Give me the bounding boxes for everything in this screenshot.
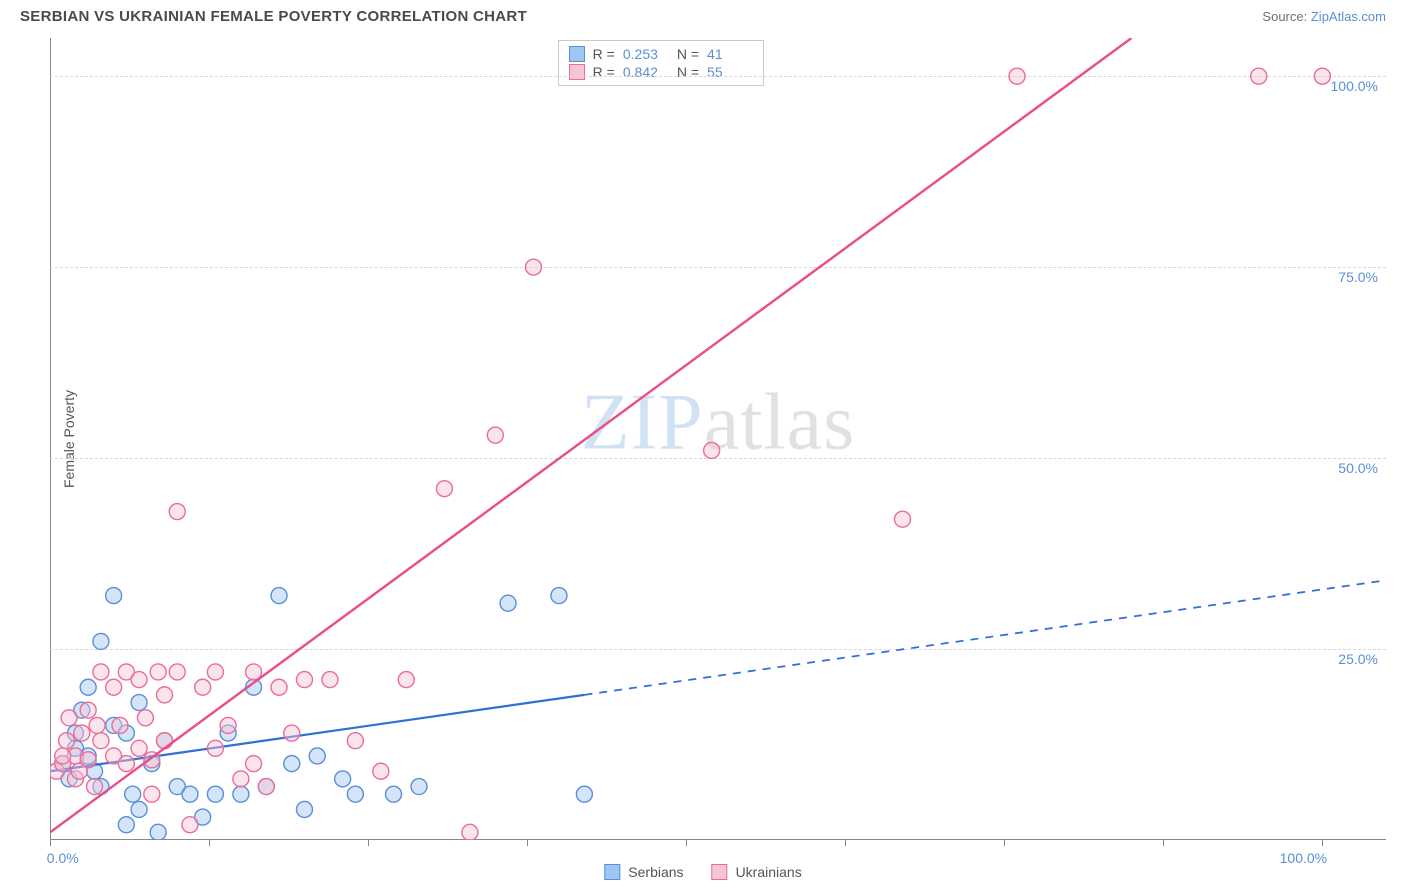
data-point bbox=[131, 740, 147, 756]
data-point bbox=[131, 672, 147, 688]
legend: Serbians Ukrainians bbox=[604, 864, 801, 880]
data-point bbox=[246, 756, 262, 772]
x-tick-mark bbox=[845, 840, 846, 846]
data-point bbox=[894, 511, 910, 527]
data-point bbox=[169, 664, 185, 680]
data-point bbox=[137, 710, 153, 726]
data-point bbox=[59, 733, 75, 749]
trend-line-dashed bbox=[584, 580, 1386, 695]
data-point bbox=[386, 786, 402, 802]
data-point bbox=[125, 786, 141, 802]
data-point bbox=[207, 786, 223, 802]
x-tick-mark bbox=[527, 840, 528, 846]
data-point bbox=[89, 717, 105, 733]
data-point bbox=[93, 664, 109, 680]
data-point bbox=[309, 748, 325, 764]
legend-item: Serbians bbox=[604, 864, 683, 880]
data-point bbox=[131, 801, 147, 817]
source-label: Source: bbox=[1262, 9, 1307, 24]
source-link[interactable]: ZipAtlas.com bbox=[1311, 9, 1386, 24]
data-point bbox=[106, 588, 122, 604]
data-point bbox=[373, 763, 389, 779]
data-point bbox=[150, 664, 166, 680]
data-point bbox=[80, 679, 96, 695]
data-point bbox=[131, 695, 147, 711]
data-point bbox=[195, 679, 211, 695]
data-point bbox=[74, 725, 90, 741]
data-point bbox=[71, 763, 87, 779]
data-point bbox=[271, 588, 287, 604]
plot-region: ZIPatlas R =0.253N =41R =0.842N =55 25.0… bbox=[50, 38, 1386, 840]
legend-label: Serbians bbox=[628, 864, 683, 880]
data-point bbox=[271, 679, 287, 695]
data-point bbox=[118, 756, 134, 772]
data-point bbox=[500, 595, 516, 611]
data-point bbox=[93, 633, 109, 649]
data-point bbox=[347, 733, 363, 749]
data-point bbox=[233, 786, 249, 802]
data-point bbox=[347, 786, 363, 802]
data-point bbox=[207, 664, 223, 680]
data-point bbox=[576, 786, 592, 802]
data-point bbox=[118, 817, 134, 833]
x-tick-label: 0.0% bbox=[47, 850, 79, 866]
legend-swatch bbox=[712, 864, 728, 880]
data-point bbox=[182, 817, 198, 833]
data-point bbox=[487, 427, 503, 443]
data-point bbox=[207, 740, 223, 756]
data-point bbox=[411, 779, 427, 795]
data-point bbox=[182, 786, 198, 802]
header: SERBIAN VS UKRAINIAN FEMALE POVERTY CORR… bbox=[0, 0, 1406, 29]
data-point bbox=[551, 588, 567, 604]
data-point bbox=[284, 725, 300, 741]
data-point bbox=[1009, 68, 1025, 84]
x-tick-mark bbox=[686, 840, 687, 846]
legend-label: Ukrainians bbox=[736, 864, 802, 880]
data-point bbox=[462, 824, 478, 840]
data-point bbox=[1251, 68, 1267, 84]
data-point bbox=[93, 733, 109, 749]
chart-svg bbox=[50, 38, 1386, 840]
data-point bbox=[220, 717, 236, 733]
x-tick-mark bbox=[368, 840, 369, 846]
x-tick-mark bbox=[1163, 840, 1164, 846]
data-point bbox=[169, 504, 185, 520]
data-point bbox=[106, 679, 122, 695]
x-tick-mark bbox=[50, 840, 51, 846]
legend-item: Ukrainians bbox=[712, 864, 802, 880]
data-point bbox=[61, 710, 77, 726]
x-tick-label: 100.0% bbox=[1280, 850, 1327, 866]
chart-title: SERBIAN VS UKRAINIAN FEMALE POVERTY CORR… bbox=[20, 8, 527, 25]
data-point bbox=[258, 779, 274, 795]
data-point bbox=[157, 733, 173, 749]
trend-line-solid bbox=[50, 38, 1132, 832]
data-point bbox=[436, 481, 452, 497]
x-tick-mark bbox=[209, 840, 210, 846]
data-point bbox=[284, 756, 300, 772]
data-point bbox=[233, 771, 249, 787]
data-point bbox=[112, 717, 128, 733]
data-point bbox=[296, 672, 312, 688]
x-tick-mark bbox=[1322, 840, 1323, 846]
data-point bbox=[80, 702, 96, 718]
data-point bbox=[55, 748, 71, 764]
data-point bbox=[322, 672, 338, 688]
data-point bbox=[144, 786, 160, 802]
source-attribution: Source: ZipAtlas.com bbox=[1262, 9, 1386, 24]
data-point bbox=[150, 824, 166, 840]
data-point bbox=[296, 801, 312, 817]
data-point bbox=[335, 771, 351, 787]
x-tick-mark bbox=[1004, 840, 1005, 846]
legend-swatch bbox=[604, 864, 620, 880]
data-point bbox=[526, 259, 542, 275]
chart-area: Female Poverty ZIPatlas R =0.253N =41R =… bbox=[50, 38, 1386, 840]
data-point bbox=[87, 779, 103, 795]
data-point bbox=[398, 672, 414, 688]
data-point bbox=[704, 442, 720, 458]
data-point bbox=[157, 687, 173, 703]
data-point bbox=[1314, 68, 1330, 84]
